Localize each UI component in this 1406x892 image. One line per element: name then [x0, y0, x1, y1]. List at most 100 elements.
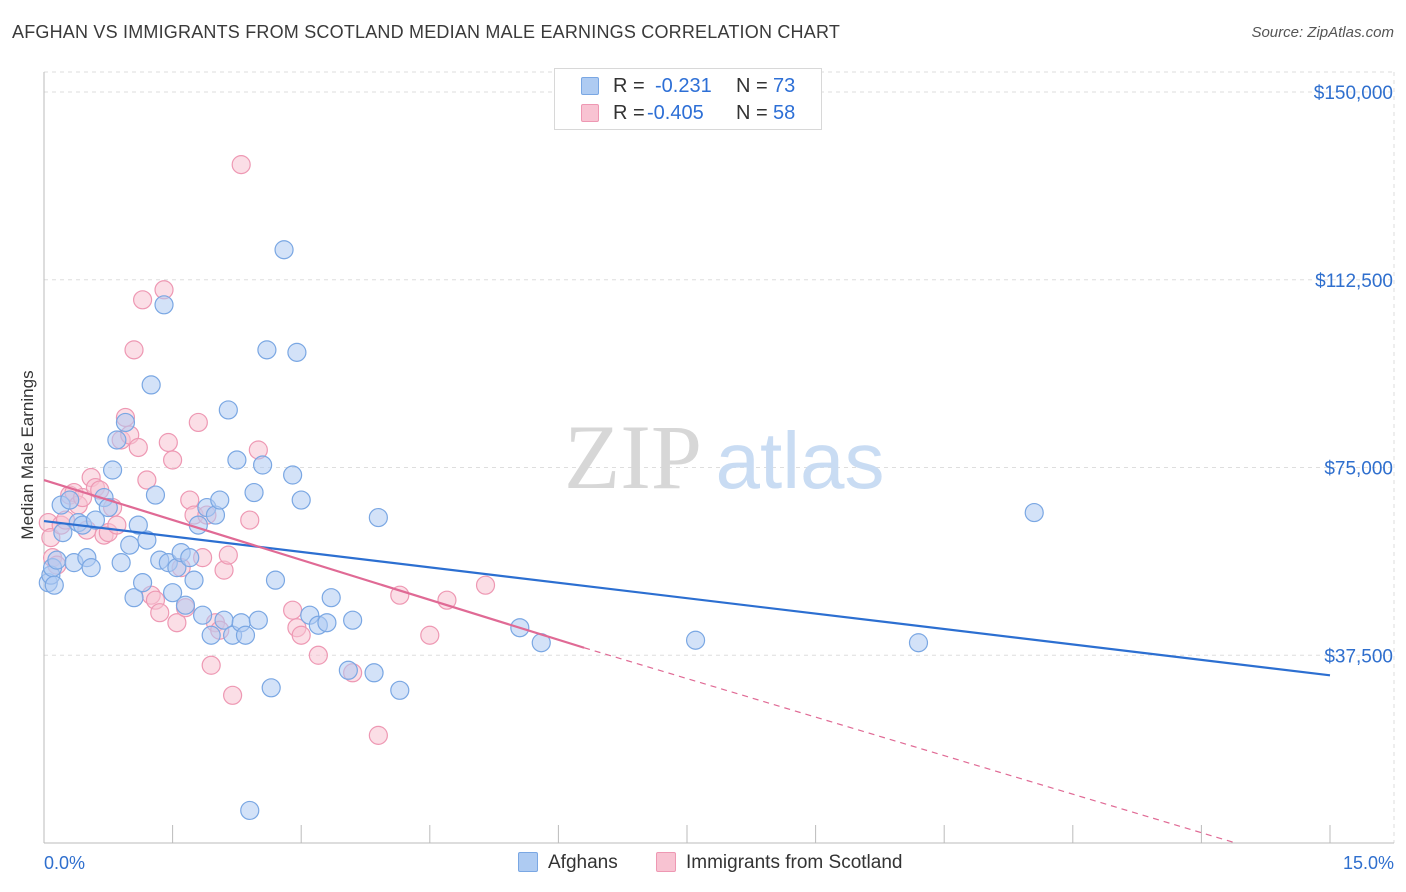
scotland-point	[201, 655, 221, 675]
afghan-point	[287, 342, 307, 362]
afghan-point	[44, 575, 64, 595]
afghan-point	[85, 510, 106, 530]
scotland-point	[150, 603, 170, 623]
afghan-point	[107, 430, 127, 450]
watermark-atlas: atlas	[716, 416, 885, 505]
legend-r-value: -0.231	[655, 75, 712, 97]
afghan-point	[364, 663, 384, 683]
legend-r-label: R =	[613, 75, 645, 97]
scotland-point	[128, 437, 148, 458]
chart-title: AFGHAN VS IMMIGRANTS FROM SCOTLAND MEDIA…	[12, 22, 841, 42]
legend-n-value: 73	[773, 75, 796, 97]
afghan-point	[81, 558, 101, 578]
afghan-point	[128, 515, 148, 535]
afghan-point	[175, 595, 196, 615]
afghan-point	[210, 490, 230, 510]
trend-line-scotland	[43, 478, 585, 649]
afghan-point	[244, 482, 264, 503]
afghan-point	[283, 465, 303, 485]
watermark: ZIP atlas	[564, 406, 884, 508]
y-tick-label: $37,500	[1324, 646, 1393, 667]
x-tick-label-max: 15.0%	[1343, 853, 1394, 873]
scotland-point	[137, 470, 157, 490]
afghan-point	[227, 450, 247, 470]
series-immigrants-from-scotland	[38, 155, 496, 745]
source-note: Source: ZipAtlas.com	[1251, 24, 1394, 41]
afghan-point	[685, 630, 706, 650]
scotland-point	[283, 600, 303, 620]
afghan-point	[53, 522, 73, 543]
legend-n-value: 58	[773, 102, 796, 124]
scotland-point	[390, 585, 410, 605]
stats-legend: R = -0.231 N = 73 R = -0.405 N = 58	[554, 68, 822, 130]
afghan-point	[141, 375, 161, 395]
afghan-point	[368, 507, 388, 528]
afghan-point	[321, 588, 341, 608]
afghan-point	[908, 633, 929, 653]
legend-swatch-afghans	[581, 77, 599, 95]
scotland-point	[240, 510, 260, 530]
afghan-point	[240, 800, 260, 821]
afghan-point	[218, 400, 238, 420]
bottom-legend-label-scotland: Immigrants from Scotland	[686, 852, 903, 873]
afghan-point	[248, 610, 268, 630]
afghan-point	[184, 570, 204, 590]
afghan-point	[154, 295, 174, 315]
scotland-point	[291, 625, 311, 645]
series-afghans	[38, 240, 1044, 821]
afghan-point	[124, 588, 144, 608]
x-tick-label-min: 0.0%	[44, 853, 85, 873]
bottom-legend-label-afghans: Afghans	[548, 852, 618, 873]
afghan-point	[235, 625, 256, 645]
afghan-point	[102, 460, 123, 480]
afghan-point	[180, 548, 200, 568]
scotland-point	[163, 450, 183, 470]
legend-r-value: -0.405	[647, 102, 704, 124]
scotland-point	[132, 290, 153, 310]
afghan-point	[261, 678, 281, 698]
afghan-point	[193, 605, 213, 625]
afghan-point	[257, 340, 277, 360]
afghan-point	[253, 455, 273, 475]
scotland-point	[475, 575, 496, 595]
scotland-point	[223, 685, 243, 705]
afghan-point	[274, 240, 294, 260]
y-tick-label: $112,500	[1315, 271, 1393, 292]
legend-n-label: N =	[736, 102, 768, 124]
afghan-point	[317, 613, 337, 633]
x-tick-labels: 0.0% 15.0%	[44, 853, 1394, 873]
y-tick-labels: $37,500 $75,000 $112,500 $150,000	[1314, 83, 1393, 667]
afghan-point	[291, 490, 311, 510]
scotland-point	[167, 613, 187, 633]
afghan-point	[47, 550, 67, 570]
afghan-point	[390, 680, 410, 700]
scotland-point	[308, 645, 328, 665]
scotland-point	[368, 725, 388, 745]
afghan-point	[111, 553, 131, 573]
afghan-point	[338, 660, 358, 680]
bottom-legend-swatch-afghans	[518, 852, 538, 872]
afghan-point	[163, 583, 183, 603]
afghan-point	[132, 573, 153, 593]
afghan-point	[343, 610, 363, 630]
y-tick-label: $150,000	[1314, 83, 1393, 104]
afghan-point	[201, 625, 221, 645]
afghan-point	[115, 412, 136, 433]
scotland-point	[231, 155, 251, 175]
bottom-legend-swatch-scotland	[656, 852, 676, 872]
afghan-point	[145, 485, 166, 505]
scotland-point	[158, 432, 178, 453]
axes	[43, 72, 1394, 844]
scotland-point	[188, 412, 208, 433]
scotland-point	[124, 340, 144, 360]
trend-line-scotland-extension	[583, 647, 1236, 844]
afghan-point	[265, 570, 286, 590]
y-tick-label: $75,000	[1324, 459, 1393, 480]
afghan-point	[1024, 502, 1044, 523]
legend-r-label: R =	[613, 102, 645, 124]
y-axis-label: Median Male Earnings	[18, 370, 37, 540]
afghan-point	[98, 497, 118, 518]
afghan-point	[60, 490, 80, 510]
watermark-zip: ZIP	[564, 406, 702, 508]
